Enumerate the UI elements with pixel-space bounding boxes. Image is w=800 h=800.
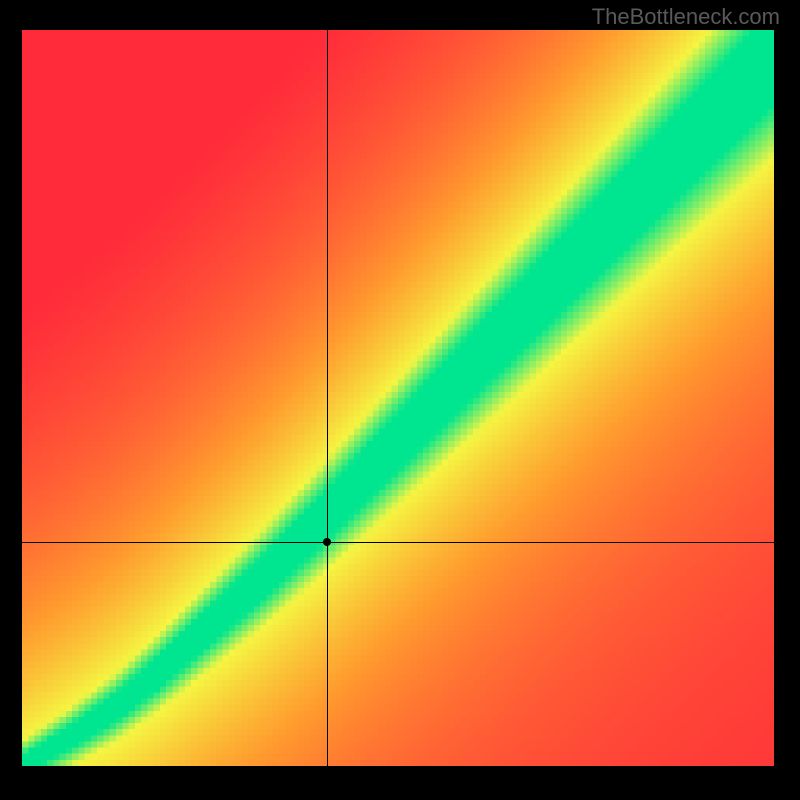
watermark-text: TheBottleneck.com	[592, 4, 780, 30]
crosshair-vertical	[327, 30, 328, 766]
heatmap-canvas	[22, 30, 774, 766]
chart-frame: TheBottleneck.com	[0, 0, 800, 800]
crosshair-dot	[323, 538, 331, 546]
heatmap-plot	[22, 30, 774, 766]
crosshair-horizontal	[22, 542, 774, 543]
